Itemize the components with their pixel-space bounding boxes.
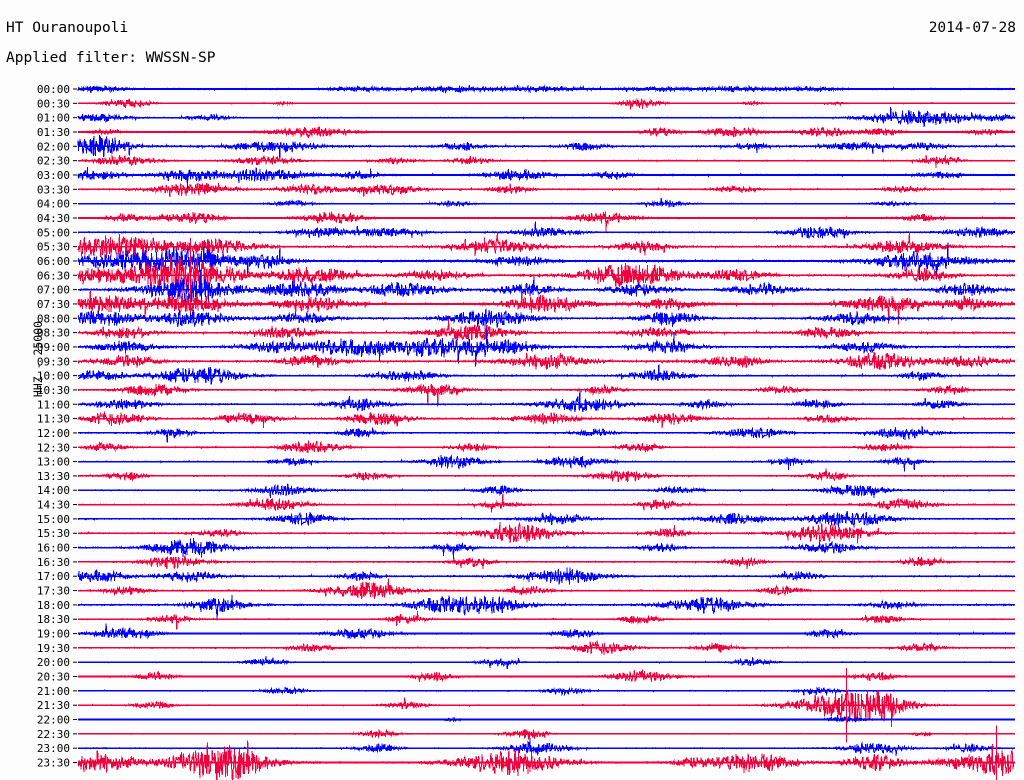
page-title: HT Ouranoupoli <box>6 20 129 36</box>
time-axis-tick-label: 08:30 <box>37 327 70 340</box>
time-axis-tick-label: 10:30 <box>37 384 70 397</box>
time-axis-tick-label: 14:00 <box>37 484 70 497</box>
time-axis-tick-label: 21:30 <box>37 699 70 712</box>
row-tick-marks <box>73 88 77 764</box>
time-axis-tick-label: 20:00 <box>37 656 70 669</box>
time-axis-tick-label: 15:00 <box>37 513 70 526</box>
time-axis-tick-label: 15:30 <box>37 527 70 540</box>
time-axis-tick-label: 09:00 <box>37 341 70 354</box>
seismogram-trace <box>77 426 1016 443</box>
time-axis-tick-label: 16:00 <box>37 542 70 555</box>
time-axis-tick-label: 19:00 <box>37 628 70 641</box>
time-axis-tick-label: 20:30 <box>37 671 70 684</box>
seismogram-plot: 00:00 00:30 01:00 01:30 02:00 02:30 03:00 03:30… <box>0 80 1024 780</box>
time-axis-tick-label: 18:00 <box>37 599 70 612</box>
time-axis-tick-label: 17:00 <box>37 570 70 583</box>
applied-filter-label: Applied filter: WWSSN-SP <box>6 50 216 66</box>
seismogram-trace <box>77 391 1016 413</box>
time-axis-tick-label: 06:30 <box>37 269 70 282</box>
time-axis-tick-label: 03:00 <box>37 169 70 182</box>
time-axis-tick-label: 12:00 <box>37 427 70 440</box>
time-axis-tick-label: 06:00 <box>37 255 70 268</box>
time-axis-tick-label: 11:30 <box>37 413 70 426</box>
time-axis-tick-label: 01:30 <box>37 126 70 139</box>
record-date: 2014-07-28 <box>928 20 1016 36</box>
time-axis-tick-label: 05:00 <box>37 226 70 239</box>
time-axis-tick-label: 00:00 <box>37 83 70 96</box>
seismogram-trace <box>77 690 1016 728</box>
time-axis-tick-label: 02:00 <box>37 140 70 153</box>
time-axis-tick-label: 05:30 <box>37 241 70 254</box>
seismogram-trace <box>77 221 1016 239</box>
time-axis-tick-label: 04:00 <box>37 198 70 211</box>
time-axis-tick-label: 11:00 <box>37 398 70 411</box>
time-axis-tick-label: 17:30 <box>37 585 70 598</box>
time-axis-tick-label: 00:30 <box>37 97 70 110</box>
seismogram-trace <box>77 211 1016 233</box>
seismogram-trace <box>77 198 1016 209</box>
time-axis-tick-label: 14:30 <box>37 499 70 512</box>
seismogram-trace <box>77 411 1016 429</box>
seismogram-trace <box>77 232 1016 260</box>
trace-group <box>77 84 1016 780</box>
seismogram-trace <box>77 715 1016 724</box>
time-axis-tick-label: 07:30 <box>37 298 70 311</box>
time-axis-tick-label: 22:30 <box>37 728 70 741</box>
time-axis-tick-label: 13:00 <box>37 456 70 469</box>
seismogram-trace <box>77 454 1016 472</box>
time-axis-tick-label: 23:30 <box>37 757 70 770</box>
seismogram-trace <box>77 242 1016 281</box>
time-axis-tick-label: 16:30 <box>37 556 70 569</box>
time-axis-tick-label: 10:00 <box>37 370 70 383</box>
time-axis-tick-label: 03:30 <box>37 183 70 196</box>
time-axis-tick-label: 23:00 <box>37 742 70 755</box>
time-axis-tick-label: 08:00 <box>37 312 70 325</box>
time-axis-tick-label: 21:00 <box>37 685 70 698</box>
seismogram-trace <box>77 521 1016 544</box>
time-axis-tick-label: 22:00 <box>37 714 70 727</box>
time-axis-tick-label: 09:30 <box>37 355 70 368</box>
time-axis-tick-label: 18:30 <box>37 613 70 626</box>
time-axis-tick-label: 19:30 <box>37 642 70 655</box>
time-axis-tick-label: 12:30 <box>37 441 70 454</box>
seismogram-trace <box>77 623 1016 640</box>
seismogram-trace <box>77 610 1015 630</box>
time-axis-tick-label: 01:00 <box>37 112 70 125</box>
time-axis-tick-label: 02:30 <box>37 155 70 168</box>
seismogram-trace <box>77 537 1016 560</box>
time-axis-tick-label: 13:30 <box>37 470 70 483</box>
time-axis-tick-label: 07:00 <box>37 284 70 297</box>
time-axis-tick-label: 04:30 <box>37 212 70 225</box>
